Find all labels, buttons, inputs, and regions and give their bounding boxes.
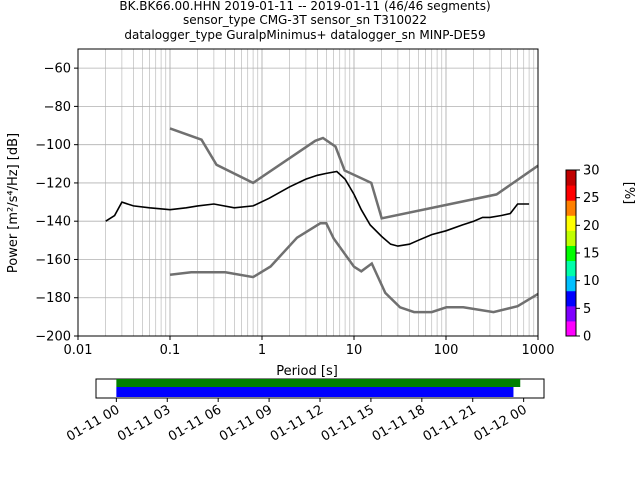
colorbar-segment (566, 215, 576, 231)
plot-frame (77, 48, 539, 337)
title-line-3: datalogger_type GuralpMinimus+ datalogge… (124, 28, 485, 42)
y-tick-label: −180 (35, 291, 71, 306)
y-tick-label: −120 (35, 176, 71, 191)
timeline-tick-label: 01-12 00 (472, 402, 530, 444)
colorbar-label: [%] (621, 182, 636, 205)
colorbar: 0 5 10 15 20 25 30 [%] (565, 164, 636, 345)
timeline-tick-label: 01-11 15 (319, 402, 377, 444)
colorbar-segment (566, 185, 576, 201)
timeline-green-bar (116, 379, 521, 387)
colorbar-tick-label: 25 (583, 191, 600, 206)
colorbar-tick-label: 0 (583, 330, 591, 345)
timeline-tick-label: 01-11 18 (370, 402, 428, 444)
colorbar-tick-label: 10 (583, 274, 600, 289)
timeline-tick-label: 01-11 12 (268, 402, 326, 444)
y-tick-label: −100 (35, 138, 71, 153)
x-tick-label: 0.1 (160, 343, 181, 358)
high-noise-model-line (169, 127, 539, 220)
colorbar-segment (566, 275, 576, 292)
plot-area: 0.01 0.1 1 10 100 1000 −60 −80 −100 −120 −140 −160… (35, 48, 555, 358)
timeline-tick-label: 01-11 06 (166, 402, 224, 444)
timeline-tick-label: 01-11 21 (421, 402, 479, 444)
chart-title: BK.BK66.00.HHN 2019-01-11 -- 2019-01-11 … (119, 0, 490, 42)
y-tick-label: −200 (35, 330, 71, 345)
timeline-tick-label: 01-11 00 (64, 402, 122, 444)
colorbar-tick-label: 5 (583, 302, 591, 317)
x-axis-label: Period [s] (276, 364, 338, 379)
colorbar-segment (566, 200, 576, 216)
y-tick-label: −60 (44, 62, 71, 77)
median-line (105, 170, 530, 247)
x-tick-label: 10 (346, 343, 363, 358)
colorbar-tick-label: 20 (583, 219, 600, 234)
low-noise-model-line (169, 222, 539, 314)
x-tick-label: 1000 (521, 343, 554, 358)
title-line-1: BK.BK66.00.HHN 2019-01-11 -- 2019-01-11 … (119, 0, 490, 13)
y-tick-label: −140 (35, 215, 71, 230)
y-tick-label: −80 (44, 100, 71, 115)
colorbar-gradient (566, 170, 576, 337)
x-tick-label: 0.01 (64, 343, 93, 358)
timeline-tick-label: 01-11 03 (115, 402, 173, 444)
y-tick-label: −160 (35, 253, 71, 268)
timeline-tick-label: 01-11 09 (217, 402, 275, 444)
colorbar-segment (566, 305, 576, 322)
y-axis-label: Power [m²/s⁴/Hz] [dB] (6, 133, 21, 273)
timeline-blue-bar (116, 387, 514, 397)
colorbar-segment (566, 170, 576, 186)
x-axis-ticks: 0.01 0.1 1 10 100 1000 (64, 336, 555, 358)
noise-models (169, 127, 539, 314)
x-tick-label: 100 (434, 343, 459, 358)
title-line-2: sensor_type CMG-3T sensor_sn T310022 (183, 13, 427, 27)
colorbar-segment (566, 290, 576, 307)
colorbar-segment (566, 320, 576, 337)
colorbar-tick-label: 30 (583, 164, 600, 179)
colorbar-ticks: 0 5 10 15 20 25 30 (576, 164, 600, 345)
median-curve (105, 170, 530, 247)
colorbar-segment (566, 245, 576, 262)
colorbar-segment (566, 260, 576, 277)
y-axis-ticks: −60 −80 −100 −120 −140 −160 −180 −200 (35, 62, 78, 345)
grid-lines (77, 49, 538, 337)
x-tick-label: 1 (258, 343, 266, 358)
colorbar-segment (566, 230, 576, 246)
plot-background (78, 49, 538, 336)
colorbar-tick-label: 15 (583, 247, 600, 262)
